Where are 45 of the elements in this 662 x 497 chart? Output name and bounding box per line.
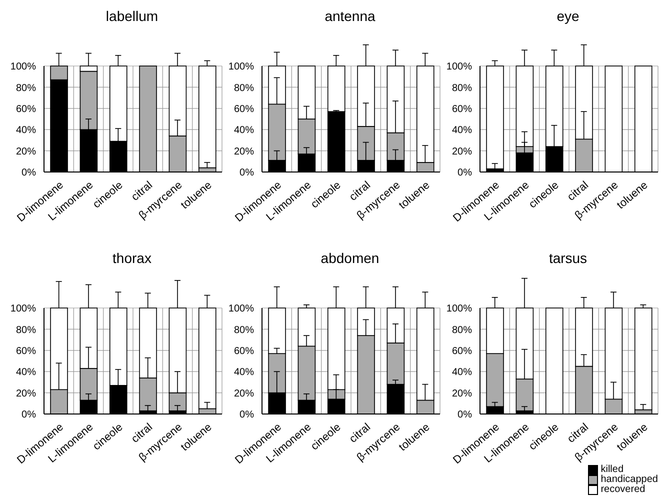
chart-title: antenna — [324, 8, 376, 26]
y-tick-label: 20% — [16, 388, 36, 400]
y-tick-label: 80% — [452, 324, 472, 336]
y-tick-label: 0% — [240, 410, 254, 421]
y-tick-label: 100% — [10, 62, 36, 73]
y-tick-label: 0% — [458, 168, 472, 179]
chart-title: labellum — [104, 8, 160, 26]
y-tick-label: 80% — [16, 82, 36, 94]
y-tick-label: 20% — [452, 388, 472, 400]
chart-title: thorax — [112, 250, 152, 268]
legend-label: recovered — [600, 484, 646, 495]
y-tick-label: 40% — [452, 125, 472, 136]
y-tick-label: 0% — [458, 410, 472, 421]
y-tick-label: 60% — [234, 104, 254, 115]
y-tick-label: 100% — [228, 62, 254, 73]
chart-title: abdomen — [320, 250, 380, 268]
y-tick-label: 40% — [16, 367, 36, 378]
y-tick-label: 40% — [452, 367, 472, 378]
y-tick-label: 0% — [22, 168, 36, 179]
y-tick-label: 40% — [16, 125, 36, 136]
chart-title: eye — [556, 8, 580, 26]
y-tick-label: 80% — [452, 82, 472, 94]
y-tick-label: 60% — [16, 346, 36, 357]
y-tick-label: 100% — [10, 304, 36, 315]
legend-label: killed — [600, 464, 624, 475]
y-tick-label: 40% — [234, 367, 254, 378]
y-tick-label: 20% — [452, 146, 472, 158]
y-tick-label: 100% — [228, 304, 254, 315]
y-tick-label: 60% — [452, 346, 472, 357]
y-tick-label: 100% — [446, 62, 472, 73]
y-tick-label: 60% — [234, 346, 254, 357]
chart-title: tarsus — [548, 250, 588, 268]
y-tick-label: 0% — [240, 168, 254, 179]
y-tick-label: 80% — [234, 324, 254, 336]
y-tick-label: 60% — [452, 104, 472, 115]
y-tick-label: 20% — [234, 146, 254, 158]
y-tick-label: 80% — [234, 82, 254, 94]
y-tick-label: 40% — [234, 125, 254, 136]
y-tick-label: 20% — [16, 146, 36, 158]
y-tick-label: 20% — [234, 388, 254, 400]
y-tick-label: 0% — [22, 410, 36, 421]
legend-label: handicapped — [600, 474, 658, 485]
y-tick-label: 100% — [446, 304, 472, 315]
y-tick-label: 80% — [16, 324, 36, 336]
y-tick-label: 60% — [16, 104, 36, 115]
